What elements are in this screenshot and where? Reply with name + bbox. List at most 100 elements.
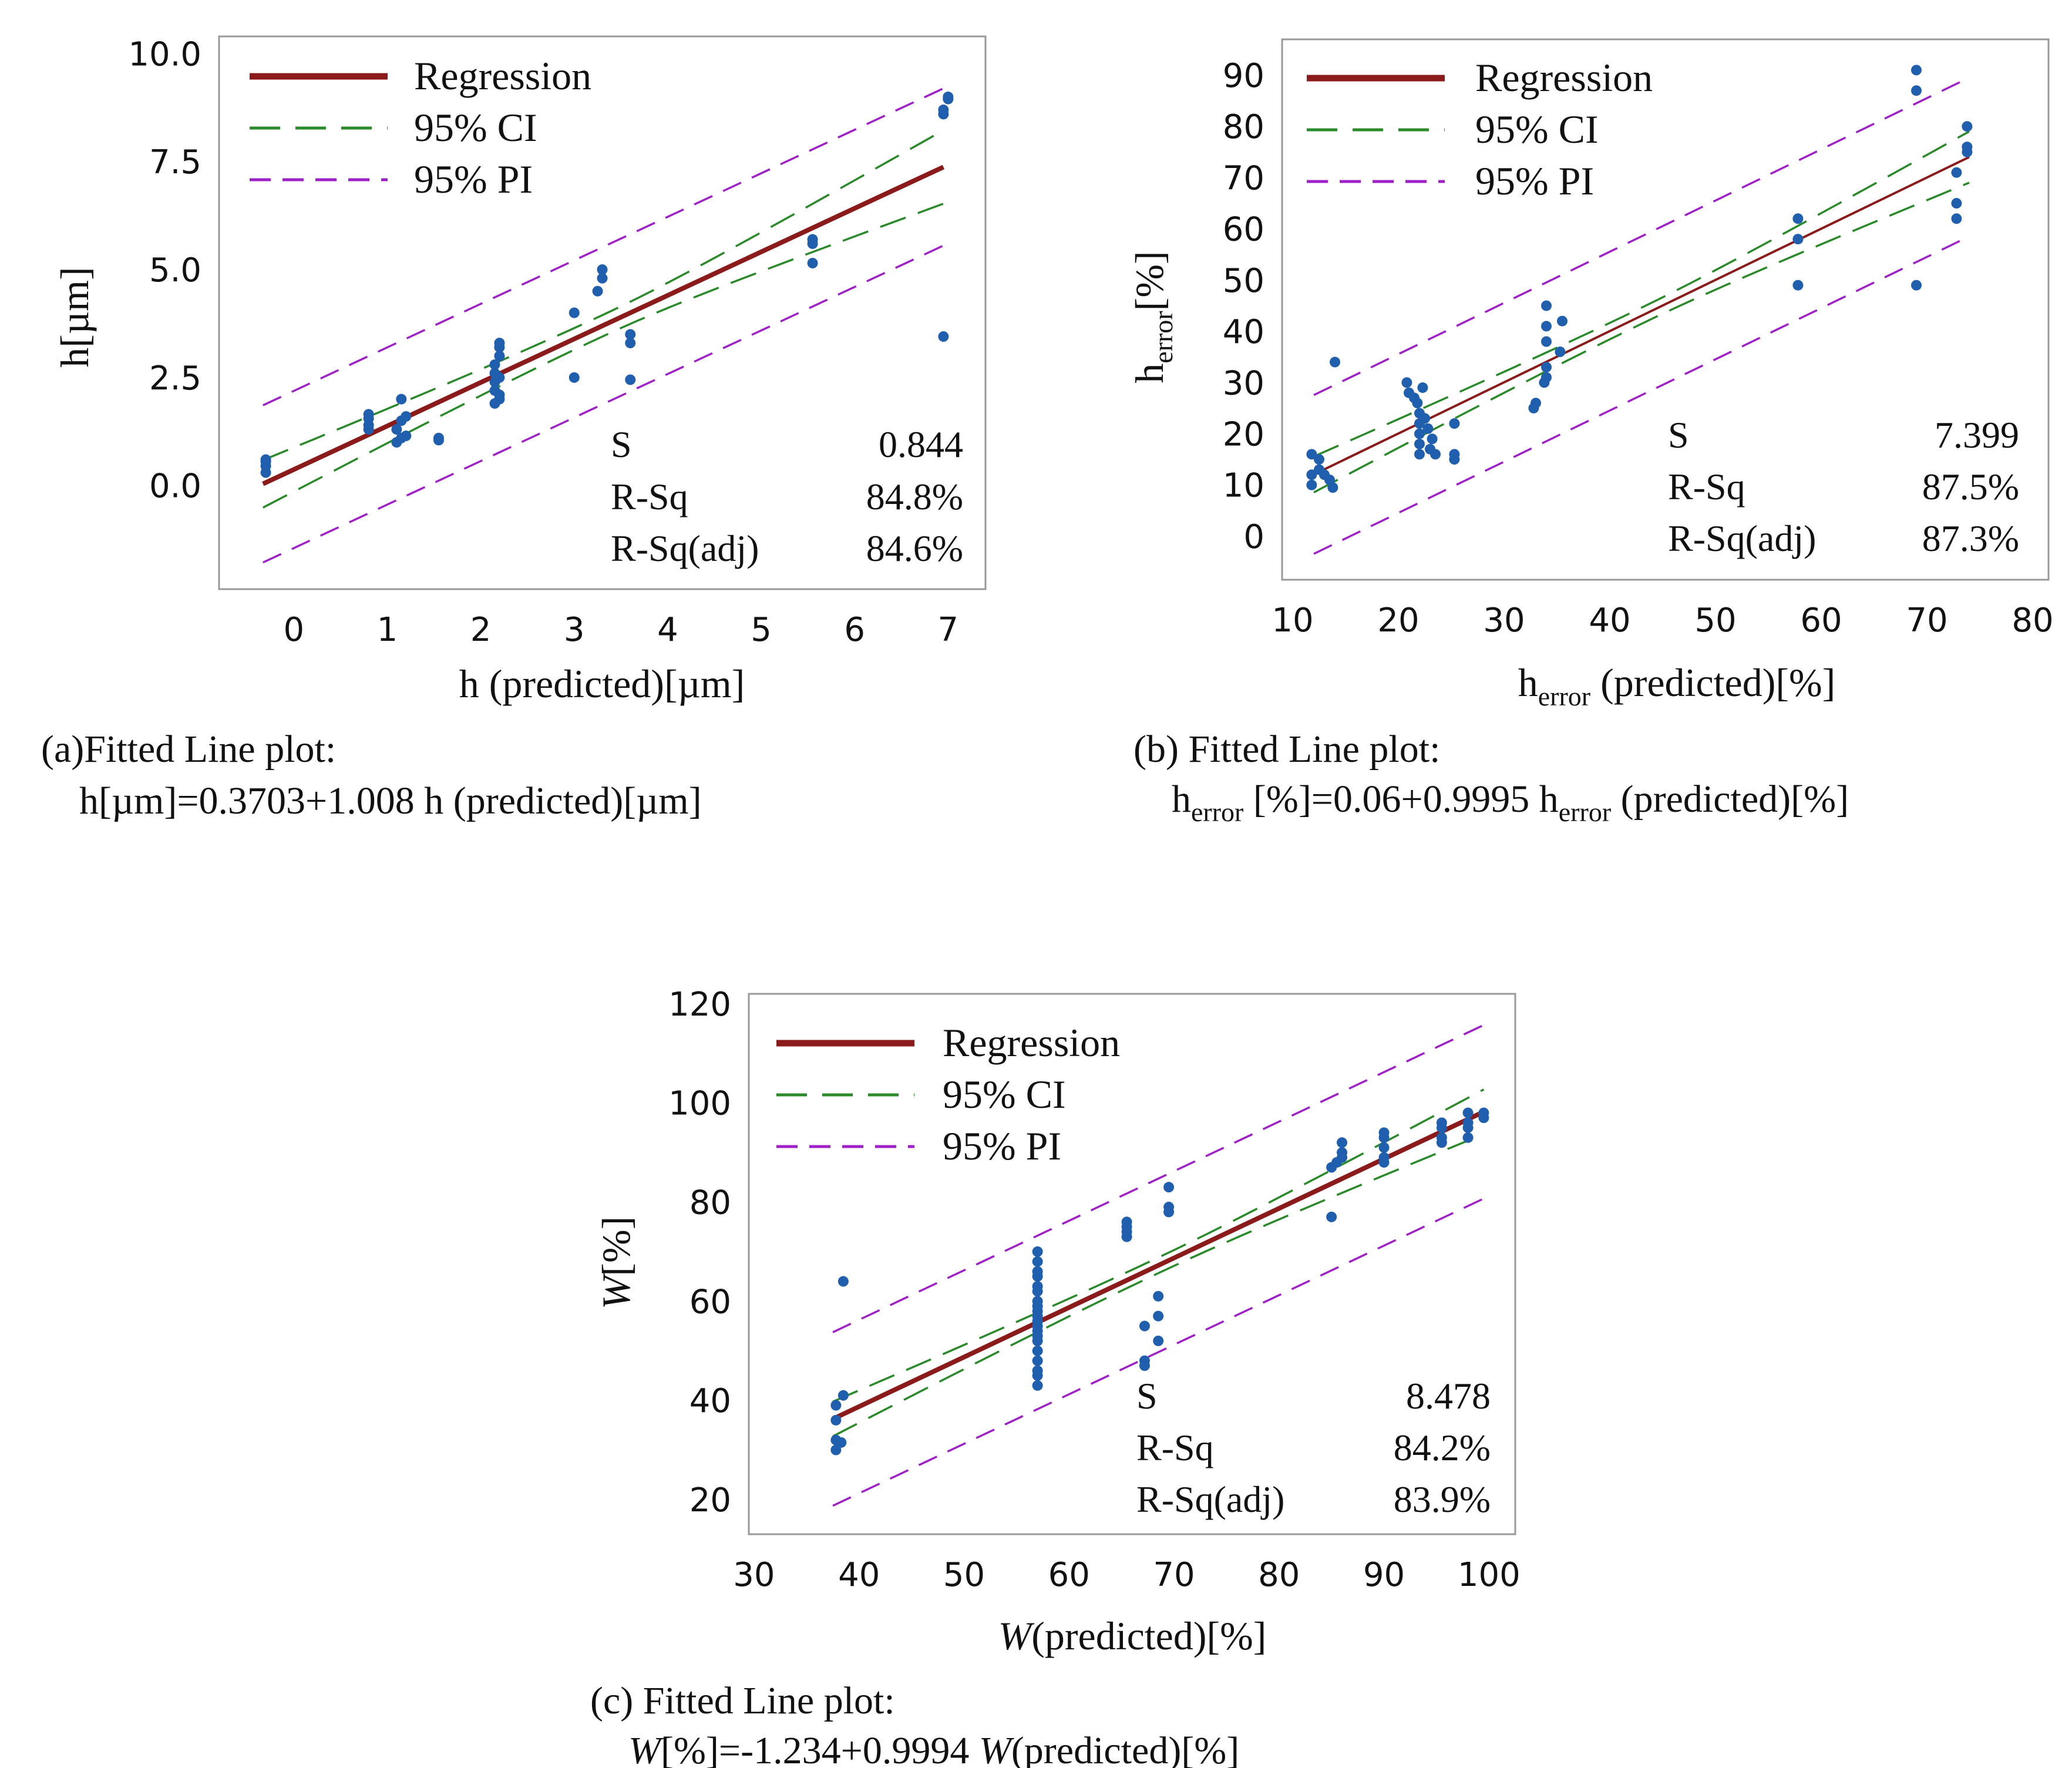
- data-point: [836, 1437, 847, 1448]
- data-point: [1330, 357, 1340, 368]
- x-tick-label: 40: [1589, 601, 1630, 640]
- stat-value-rsqadj-c: 83.9%: [1394, 1478, 1491, 1520]
- data-point: [494, 337, 505, 348]
- data-point: [1422, 423, 1434, 434]
- data-points-a: [260, 91, 954, 478]
- stat-value-s-b: 7.399: [1935, 414, 2019, 456]
- stat-label-rsq-a: R-Sq: [611, 476, 688, 517]
- stat-label-s-c: S: [1136, 1375, 1158, 1417]
- y-tick-label: 20: [689, 1481, 731, 1520]
- x-tick-label: 7: [938, 611, 959, 649]
- legend-label-ci-b: 95% CI: [1475, 107, 1599, 152]
- legend-label-regression-a: Regression: [414, 53, 591, 98]
- y-tick-label: 30: [1223, 364, 1264, 402]
- data-point: [1462, 1122, 1474, 1133]
- data-point: [1449, 454, 1460, 465]
- data-point: [1032, 1355, 1043, 1366]
- data-point: [1412, 398, 1423, 409]
- stat-label-rsq-c: R-Sq: [1136, 1427, 1214, 1468]
- data-point: [807, 234, 818, 245]
- stat-label-s-b: S: [1668, 414, 1689, 456]
- y-tick-label: 2.5: [149, 359, 201, 398]
- legend-label-pi-b: 95% PI: [1475, 159, 1594, 203]
- data-point: [830, 1414, 842, 1426]
- data-point: [830, 1444, 842, 1456]
- data-point: [494, 394, 505, 405]
- legend-label-regression-c: Regression: [943, 1020, 1120, 1065]
- x-tick-label: 60: [1800, 601, 1842, 640]
- data-point: [1962, 146, 1973, 157]
- data-point: [597, 264, 608, 275]
- ci-band-a: [262, 129, 944, 509]
- data-point: [1462, 1132, 1474, 1143]
- data-point: [1306, 479, 1317, 490]
- data-point: [1414, 438, 1425, 449]
- data-points-b: [1306, 65, 1973, 493]
- data-point: [1414, 428, 1425, 439]
- data-point: [1449, 418, 1460, 429]
- data-point: [938, 104, 949, 115]
- data-point: [1414, 449, 1425, 460]
- y-tick-label: 5.0: [149, 251, 201, 290]
- stat-label-rsq-b: R-Sq: [1668, 466, 1745, 507]
- data-point: [396, 394, 407, 405]
- x-tick-label: 100: [1458, 1556, 1521, 1594]
- data-point: [1163, 1206, 1175, 1218]
- data-point: [1478, 1112, 1489, 1124]
- data-point: [363, 423, 374, 435]
- data-point: [1541, 336, 1552, 347]
- data-point: [830, 1400, 842, 1411]
- data-point: [1032, 1271, 1043, 1282]
- stat-label-rsqadj-c: R-Sq(adj): [1136, 1478, 1284, 1520]
- data-point: [494, 372, 505, 383]
- data-point: [1032, 1380, 1043, 1391]
- ci-upper-line: [1313, 130, 1970, 458]
- data-point: [401, 411, 412, 422]
- ci-upper-line: [832, 1088, 1485, 1403]
- data-point: [1792, 234, 1804, 245]
- pi-band-c: [832, 1024, 1485, 1507]
- x-tick-label: 40: [838, 1556, 880, 1594]
- data-point: [1531, 398, 1541, 409]
- y-tick-label: 50: [1223, 262, 1264, 300]
- x-tick-label: 30: [1483, 601, 1525, 640]
- stat-value-rsq-a: 84.8%: [866, 476, 963, 517]
- data-point: [1326, 1211, 1337, 1222]
- x-axis-label-b: herror (predicted)[%]: [1518, 660, 1836, 711]
- stats-a: S R-Sq R-Sq(adj) 0.844 84.8% 84.6%: [611, 423, 963, 569]
- caption-c-line1: (c) Fitted Line plot:: [590, 1679, 895, 1722]
- data-point: [1314, 454, 1324, 465]
- x-tick-label: 4: [657, 611, 678, 649]
- y-tick-label: 10: [1223, 467, 1264, 505]
- data-point: [1032, 1335, 1043, 1346]
- caption-b-line2: herror [%]=0.06+0.9995 herror (predicted…: [1172, 778, 1849, 827]
- y-tick-label: 100: [668, 1085, 731, 1123]
- stat-value-rsqadj-a: 84.6%: [866, 527, 963, 569]
- plot-frame-c: [748, 993, 1516, 1535]
- x-ticks-c: 30 40 50 60 70 80 90 100: [733, 1556, 1520, 1594]
- regression-line: [262, 164, 945, 486]
- y-axis-label-a: h[µm]: [52, 267, 97, 367]
- data-point: [363, 413, 374, 424]
- data-point: [1327, 482, 1338, 493]
- data-point: [1427, 433, 1438, 445]
- data-point: [1436, 1122, 1447, 1133]
- legend-c: Regression 95% CI 95% PI: [776, 1020, 1120, 1168]
- data-point: [569, 372, 580, 383]
- data-point: [1401, 377, 1412, 388]
- y-ticks-b: 0 10 20 30 40 50 60 70 80 90: [1223, 57, 1264, 556]
- data-point: [1337, 1152, 1348, 1163]
- panel-c: 30 40 50 60 70 80 90 100 20 40 60 80 100 120 Regress…: [590, 986, 1521, 1768]
- stat-value-rsq-b: 87.5%: [1922, 466, 2019, 507]
- x-ticks-b: 10 20 30 40 50 60 70 80: [1272, 601, 2053, 640]
- y-tick-label: 60: [1223, 211, 1264, 249]
- x-tick-label: 80: [2012, 601, 2053, 640]
- y-tick-label: 10.0: [128, 35, 201, 73]
- data-point: [1139, 1320, 1150, 1332]
- stats-c: S R-Sq R-Sq(adj) 8.478 84.2% 83.9%: [1136, 1375, 1491, 1520]
- data-point: [1541, 372, 1552, 383]
- legend-a: Regression 95% CI 95% PI: [250, 53, 591, 201]
- data-point: [1417, 382, 1428, 393]
- data-point: [1541, 300, 1552, 311]
